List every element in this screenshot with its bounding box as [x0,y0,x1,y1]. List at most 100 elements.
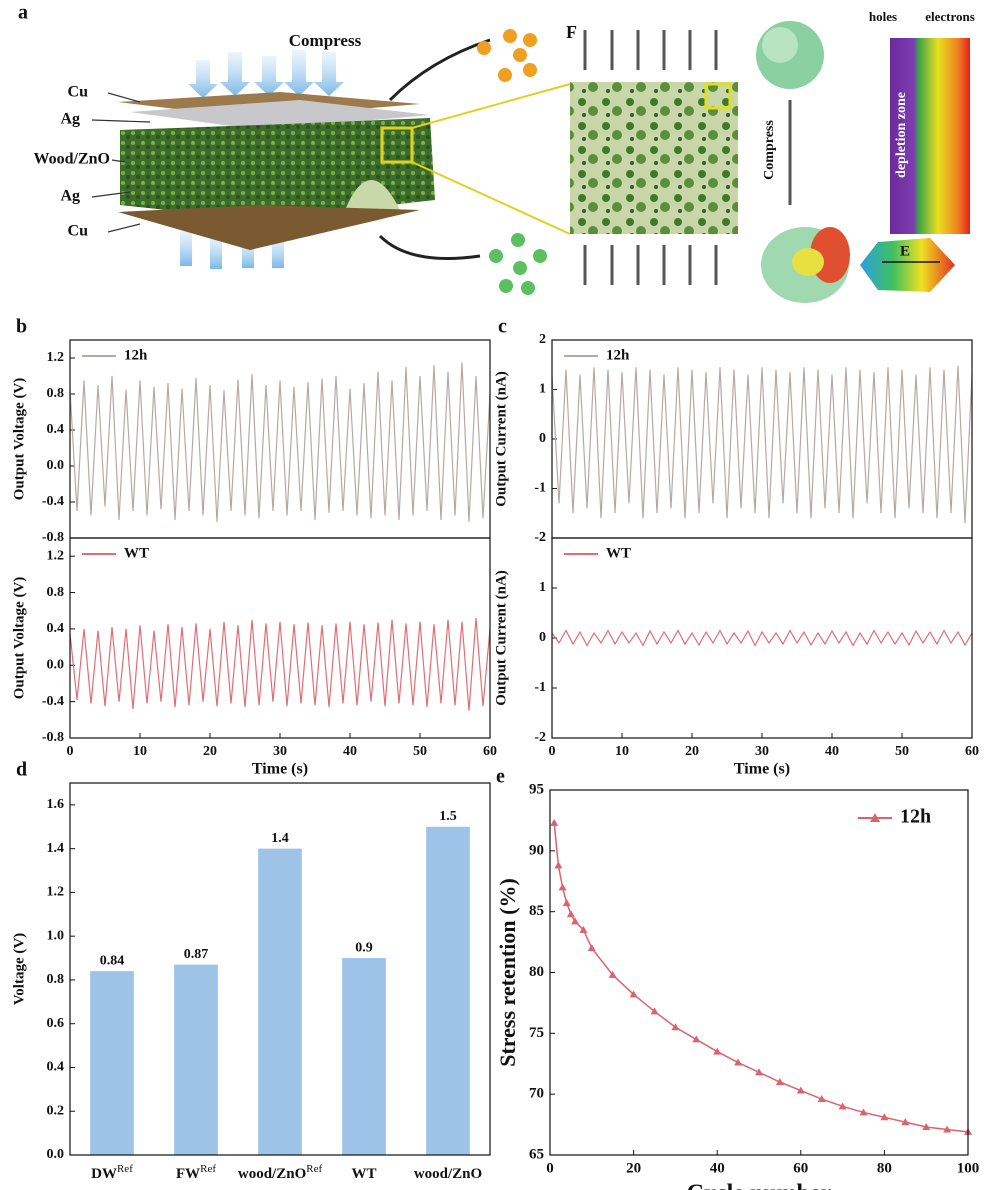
marker [562,899,571,907]
x-tick-label: WT [351,1166,376,1182]
legend-label: WT [124,545,149,561]
y-tick-label: 0.8 [47,972,65,987]
micro-image [570,82,738,234]
plot-frame [549,789,969,1156]
y-tick-label: 80 [529,964,544,980]
y-tick-label: 0.4 [47,621,65,636]
compress-arrows [180,50,344,269]
chart: -0.8 -0.4 0.0 0.4 0.8 1.2 0 10 20 30 40 50 60 Time (s… [11,537,497,778]
marker [755,1068,763,1076]
y-tick-label: 1.6 [47,797,65,812]
x-tick-label: 0 [549,744,556,759]
x-tick-label: 20 [626,1160,641,1176]
illustration [91,21,970,303]
x-tick-label: 20 [685,744,699,759]
x-tick-label: 60 [483,744,497,759]
marker [571,917,580,925]
y-tick-label: 0.0 [47,458,65,473]
x-axis-label: Time (s) [734,761,790,778]
legend-label: 12h [900,806,931,828]
bar [258,848,302,1155]
layer-label: Ag [60,111,80,128]
category: wood/ZnO [414,1166,482,1182]
label: Compress [762,120,777,180]
marker [558,883,567,891]
marker [775,1078,784,1085]
marker [692,1035,701,1043]
zoom-box [380,126,414,164]
chart: -0.8 -0.4 0.0 0.4 0.8 1.2 Output Voltage (V) b 1… [11,316,491,545]
y-tick-label: 0.8 [47,585,65,600]
y-tick-label: -2 [534,530,546,545]
marker [880,1113,889,1121]
panel-label: a [18,2,28,24]
value-label: 0.87 [184,947,209,962]
electrons-cluster [489,233,547,295]
x-tick-label: 40 [343,744,357,759]
x-tick-label: 100 [957,1160,980,1176]
y-tick-label: -0.4 [42,494,64,509]
marker [554,861,563,869]
series-line [69,362,491,522]
y-tick-label: 85 [529,903,544,919]
plot-frame [551,537,973,739]
value-label: 0.9 [355,940,373,955]
illustration-text: a Compress Cu Ag Wood/ZnO Ag Cu F holes … [18,2,975,260]
x-tick-label: 30 [273,744,287,759]
x-tick-label: 60 [965,744,979,759]
layer-label: Cu [68,84,89,101]
legend-label: 12h [606,347,630,363]
marker [713,1047,722,1055]
x-tick-label: 50 [895,744,909,759]
value-label: 1.5 [439,809,457,824]
panel-label: d [16,759,27,781]
bar [342,958,386,1155]
marker [671,1023,680,1031]
marker [579,925,588,933]
y-tick-label: -1 [534,680,546,695]
y-tick-label: 2 [539,530,546,545]
marker [922,1123,931,1131]
panel-label: c [498,316,507,338]
layer-label: Cu [68,223,89,240]
y-tick-label: 1.4 [47,841,65,856]
chart: -2 -1 0 1 2 Output Current (nA) c 12h [493,316,973,545]
marker [817,1095,826,1103]
category: DW [91,1166,117,1182]
x-tick-label: 0 [546,1160,554,1176]
series-line [551,365,973,524]
marker [943,1125,952,1133]
x-tick-label: 30 [755,744,769,759]
y-tick-label: 0.0 [47,657,65,672]
y-tick-label: 95 [529,781,544,797]
x-tick-label: wood/ZnO [414,1166,482,1182]
category-superscript: Ref [117,1163,133,1175]
y-tick-label: 0.8 [47,386,65,401]
y-axis-label: Voltage (V) [11,933,27,1005]
y-tick-label: -1 [534,481,546,496]
x-tick-label: 50 [413,744,427,759]
marker [796,1086,805,1094]
x-tick-label: 0 [67,744,74,759]
layer-label: Wood/ZnO [34,151,110,168]
marker [734,1058,743,1066]
y-tick-label: 0.4 [47,422,65,437]
y-tick-label: 1.0 [47,928,65,943]
chart: 65 70 75 80 85 90 95 0 20 40 60 80 100 Cycle number St… [495,766,979,1190]
y-axis-label: Output Current (nA) [493,371,509,507]
marker [629,990,638,998]
category-superscript: Ref [200,1163,216,1175]
marker [650,1007,659,1015]
y-tick-label: -0.4 [42,694,64,709]
marker [901,1118,910,1126]
field-hexagon [860,238,955,292]
x-axis-label: Cycle number [687,1181,832,1190]
force-arrows [583,30,718,285]
label: Compress [289,31,362,50]
y-tick-label: 1 [539,382,546,397]
cu-plate [118,205,420,250]
y-axis-label: Stress retention (%) [495,878,520,1067]
y-tick-label: 75 [529,1025,544,1041]
